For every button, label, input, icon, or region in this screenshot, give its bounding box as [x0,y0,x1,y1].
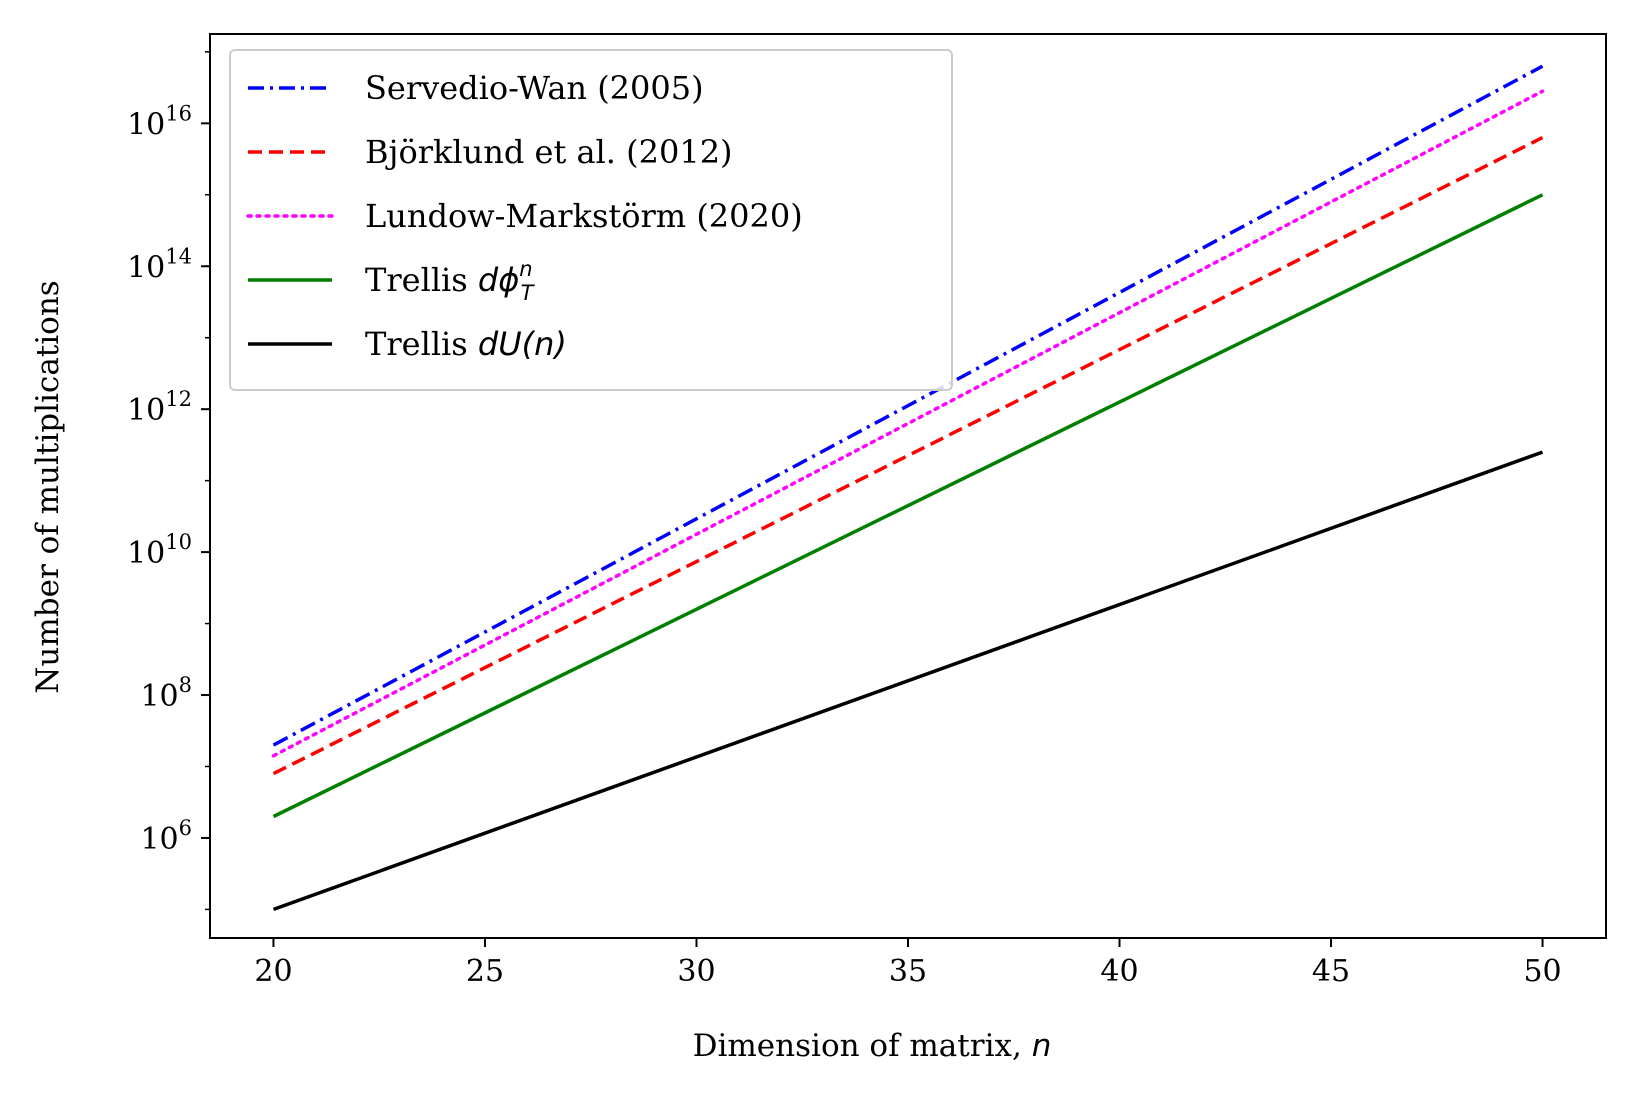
legend-label-2: Björklund et al. (2012) [365,133,733,171]
series-line-3 [271,89,1545,758]
x-tick-label: 35 [889,954,927,989]
series-line-4 [272,193,1544,819]
y-tick-label: 1010 [127,530,192,571]
legend-label-5: Trellis dU(n) [365,325,567,363]
legend-label-1: Servedio-Wan (2005) [365,69,704,107]
x-tick-label: 45 [1312,954,1350,989]
x-axis-label-text: Dimension of matrix, [693,1028,1022,1064]
y-tick-label: 1012 [127,387,192,428]
x-axis: 20 25 30 35 40 45 50 [254,938,1562,989]
legend-label-4: Trellis dϕn T [365,257,536,305]
series-line-2 [272,136,1544,776]
x-tick-label: 20 [254,954,292,989]
series-layer [271,64,1545,912]
y-tick-label: 106 [140,816,192,857]
x-tick-label: 25 [466,954,504,989]
y-axis: 106 108 1010 1012 1014 1016 [127,51,210,911]
y-tick-label: 108 [140,673,192,714]
x-axis-label: Dimension of matrix, n [693,1028,1052,1064]
legend-box [229,49,953,391]
y-axis-label: Number of multiplications [30,280,66,693]
y-tick-label: 1014 [127,244,192,285]
series-line-5 [272,450,1544,912]
series-line-1 [272,64,1544,747]
legend-label-3: Lundow-Markstörm (2020) [365,197,803,235]
x-tick-label: 30 [677,954,715,989]
y-tick-label: 1016 [127,101,192,142]
legend: Servedio-Wan (2005) Björklund et al. (201… [229,49,953,391]
x-tick-label: 40 [1100,954,1138,989]
x-axis-label-math: n [1032,1028,1052,1064]
x-tick-label: 50 [1523,954,1561,989]
